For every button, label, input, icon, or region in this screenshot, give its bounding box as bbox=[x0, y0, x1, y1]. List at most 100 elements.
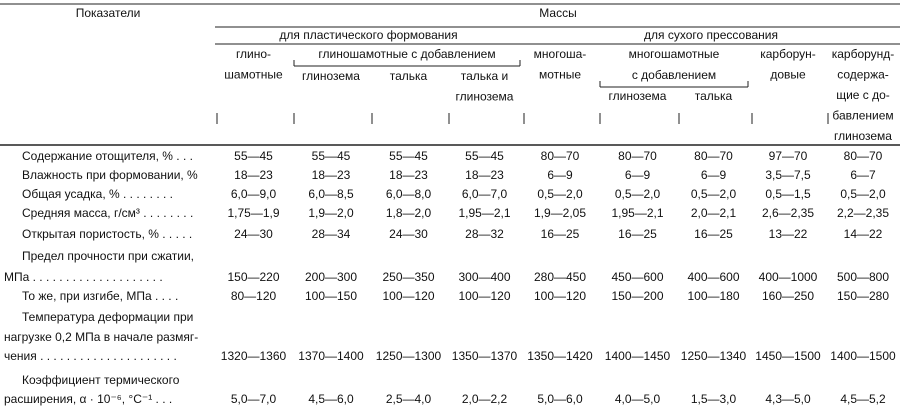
cell-value: 1250—1340 bbox=[681, 349, 747, 363]
cell-value: 1,9—2,0 bbox=[308, 206, 354, 220]
column-header: многоша- bbox=[534, 47, 587, 61]
cell-value: 0,5—2,0 bbox=[691, 187, 737, 201]
row-label: Открытая пористость, % . . . . . bbox=[22, 227, 192, 241]
column-header: глинозема bbox=[834, 129, 892, 143]
cell-value: 1370—1400 bbox=[298, 349, 364, 363]
cell-value: 200—300 bbox=[305, 270, 357, 284]
column-header: мотные bbox=[539, 68, 581, 82]
column-header: довые bbox=[770, 68, 806, 82]
cell-value: 150—280 bbox=[837, 289, 889, 303]
subgroup-header: глиношамотные с добавлением bbox=[318, 47, 495, 61]
cell-value: 1,75—1,9 bbox=[227, 206, 279, 220]
cell-value: 97—70 bbox=[769, 149, 808, 163]
cell-value: 6,0—7,0 bbox=[462, 187, 508, 201]
group-header: для пластического формования bbox=[279, 28, 457, 42]
cell-value: 55—45 bbox=[389, 149, 428, 163]
indicator-header: Показатели bbox=[76, 6, 141, 20]
cell-value: 80—70 bbox=[541, 149, 580, 163]
cell-value: 80—70 bbox=[618, 149, 657, 163]
cell-value: 18—23 bbox=[389, 168, 428, 182]
cell-value: 28—34 bbox=[312, 227, 351, 241]
cell-value: 150—220 bbox=[227, 270, 279, 284]
column-header: щие с до- bbox=[836, 88, 890, 102]
cell-value: 1,8—2,0 bbox=[386, 206, 432, 220]
column-header: талька bbox=[390, 69, 428, 83]
cell-value: 1320—1360 bbox=[221, 349, 287, 363]
column-header: бавлением bbox=[832, 109, 893, 123]
cell-value: 6—7 bbox=[850, 168, 876, 182]
row-label: нагрузке 0,2 МПа в начале размяг- bbox=[4, 330, 198, 344]
cell-value: 18—23 bbox=[312, 168, 351, 182]
cell-value: 6—9 bbox=[547, 168, 573, 182]
cell-value: 18—23 bbox=[465, 168, 504, 182]
cell-value: 80—120 bbox=[231, 289, 277, 303]
row-label: Содержание отощителя, % . . . bbox=[22, 149, 193, 163]
cell-value: 0,5—2,0 bbox=[840, 187, 886, 201]
cell-value: 4,3—5,0 bbox=[765, 392, 811, 406]
column-header: глинозема bbox=[302, 69, 360, 83]
cell-value: 28—32 bbox=[465, 227, 504, 241]
row-label: чения . . . . . . . . . . . . . . . . . … bbox=[4, 349, 177, 363]
column-header: глинозема bbox=[609, 89, 667, 103]
cell-value: 6,0—8,0 bbox=[386, 187, 432, 201]
cell-value: 2,0—2,2 bbox=[462, 392, 508, 406]
cell-value: 16—25 bbox=[618, 227, 657, 241]
cell-value: 100—120 bbox=[458, 289, 510, 303]
cell-value: 1400—1500 bbox=[830, 349, 896, 363]
cell-value: 55—45 bbox=[312, 149, 351, 163]
cell-value: 100—120 bbox=[534, 289, 586, 303]
cell-value: 6,0—9,0 bbox=[231, 187, 277, 201]
cell-value: 55—45 bbox=[465, 149, 504, 163]
cell-value: 0,5—2,0 bbox=[537, 187, 583, 201]
cell-value: 24—30 bbox=[389, 227, 428, 241]
row-label: Влажность при формовании, % bbox=[22, 168, 198, 182]
cell-value: 80—70 bbox=[844, 149, 883, 163]
row-label: Средняя масса, г/см³ . . . . . . . . bbox=[22, 206, 193, 220]
cell-value: 1,9—2,05 bbox=[534, 206, 586, 220]
column-header: глинозема bbox=[456, 90, 514, 104]
cell-value: 1350—1420 bbox=[527, 349, 593, 363]
cell-value: 16—25 bbox=[541, 227, 580, 241]
column-header: талька и bbox=[461, 69, 509, 83]
column-header: глино- bbox=[236, 47, 271, 61]
row-label: МПа . . . . . . . . . . . . . . . . . . … bbox=[4, 270, 163, 284]
cell-value: 4,0—5,0 bbox=[615, 392, 661, 406]
cell-value: 5,0—7,0 bbox=[231, 392, 277, 406]
row-label: Общая усадка, % . . . . . . . . bbox=[22, 187, 173, 201]
column-header: содержа- bbox=[837, 68, 889, 82]
cell-value: 250—350 bbox=[382, 270, 434, 284]
group-header: для сухого прессования bbox=[644, 28, 778, 42]
column-header: шамотные bbox=[224, 68, 283, 82]
row-label: расширения, α · 10⁻⁶, °С⁻¹ . . . bbox=[4, 392, 172, 406]
cell-value: 2,5—4,0 bbox=[386, 392, 432, 406]
cell-value: 1400—1450 bbox=[605, 349, 671, 363]
cell-value: 2,2—2,35 bbox=[837, 206, 889, 220]
cell-value: 55—45 bbox=[234, 149, 273, 163]
cell-value: 2,0—2,1 bbox=[691, 206, 737, 220]
cell-value: 5,0—6,0 bbox=[537, 392, 583, 406]
cell-value: 280—450 bbox=[534, 270, 586, 284]
row-label: То же, при изгибе, МПа . . . . bbox=[22, 289, 178, 303]
cell-value: 1,95—2,1 bbox=[458, 206, 510, 220]
cell-value: 150—200 bbox=[611, 289, 663, 303]
cell-value: 3,5—7,5 bbox=[765, 168, 811, 182]
cell-value: 400—1000 bbox=[759, 270, 818, 284]
cell-value: 300—400 bbox=[458, 270, 510, 284]
cell-value: 6,0—8,5 bbox=[308, 187, 354, 201]
cell-value: 0,5—2,0 bbox=[615, 187, 661, 201]
cell-value: 160—250 bbox=[762, 289, 814, 303]
cell-value: 14—22 bbox=[844, 227, 883, 241]
cell-value: 1350—1370 bbox=[452, 349, 518, 363]
cell-value: 13—22 bbox=[769, 227, 808, 241]
column-header: карборунд- bbox=[832, 47, 895, 61]
cell-value: 1250—1300 bbox=[376, 349, 442, 363]
subgroup-header: многошамотные bbox=[629, 47, 720, 61]
cell-value: 80—70 bbox=[694, 149, 733, 163]
cell-value: 16—25 bbox=[694, 227, 733, 241]
row-label: Предел прочности при сжатии, bbox=[22, 249, 194, 263]
column-header: талька bbox=[695, 89, 733, 103]
cell-value: 1,5—3,0 bbox=[691, 392, 737, 406]
cell-value: 24—30 bbox=[234, 227, 273, 241]
row-label: Температура деформации при bbox=[22, 310, 193, 324]
